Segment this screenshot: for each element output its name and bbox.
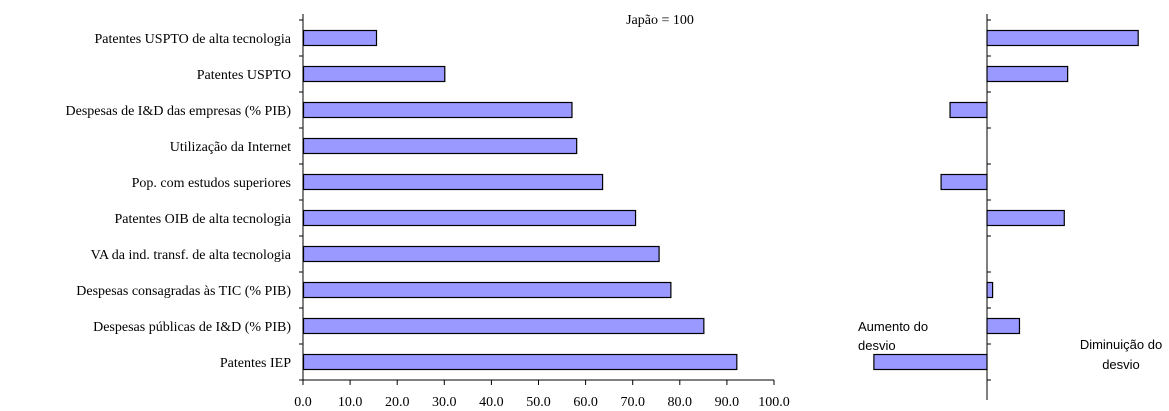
bar [302, 245, 660, 263]
category-label: Despesas consagradas às TIC (% PIB) [76, 284, 291, 299]
deviation-bar [986, 65, 1069, 83]
x-tick-label: 90.0 [715, 395, 740, 410]
bar [302, 173, 604, 191]
decrease-deviation-label: Diminuição do desvio [1080, 337, 1162, 372]
deviation-bar [986, 317, 1021, 335]
bar [302, 137, 578, 155]
category-label: Patentes IEP [220, 356, 291, 371]
x-tick-label: 50.0 [526, 395, 551, 410]
chart-annotation: Japão = 100 [626, 13, 694, 28]
deviation-bar [873, 353, 988, 371]
x-tick-label: 100.0 [758, 395, 790, 410]
deviation-bar [940, 173, 988, 191]
category-label: Pop. com estudos superiores [132, 176, 291, 191]
x-tick-label: 10.0 [338, 395, 363, 410]
bar [302, 29, 378, 47]
deviation-bar [986, 29, 1139, 47]
deviation-bar [986, 209, 1065, 227]
bar [302, 101, 573, 119]
category-label: Utilização da Internet [170, 140, 291, 155]
category-label: Patentes OIB de alta tecnologia [115, 212, 292, 227]
category-label: Despesas de I&D das empresas (% PIB) [66, 104, 292, 119]
category-label: VA da ind. transf. de alta tecnologia [91, 248, 292, 263]
category-label: Despesas públicas de I&D (% PIB) [93, 320, 291, 335]
bar [302, 281, 672, 299]
x-tick-label: 20.0 [385, 395, 410, 410]
x-tick-label: 70.0 [620, 395, 645, 410]
bar [302, 353, 738, 371]
x-tick-label: 60.0 [573, 395, 598, 410]
x-tick-label: 80.0 [668, 395, 693, 410]
bar [302, 317, 705, 335]
increase-deviation-label: Aumento do desvio [858, 319, 928, 353]
deviation-bar [986, 281, 994, 299]
category-label: Patentes USPTO [197, 68, 291, 83]
deviation-bar [949, 101, 988, 119]
bar [302, 65, 446, 83]
x-tick-label: 30.0 [432, 395, 457, 410]
category-label: Patentes USPTO de alta tecnologia [95, 32, 292, 47]
x-tick-label: 0.0 [294, 395, 312, 410]
bar [302, 209, 637, 227]
x-tick-label: 40.0 [479, 395, 504, 410]
